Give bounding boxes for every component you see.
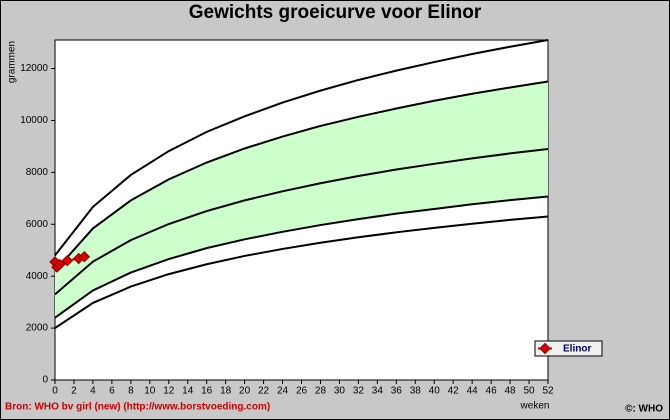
y-tick-label: 6000 [26, 219, 49, 230]
x-tick-label: 16 [201, 386, 213, 397]
y-tick-label: 2000 [26, 323, 49, 334]
y-tick-label: 8000 [26, 167, 49, 178]
x-tick-label: 26 [296, 386, 308, 397]
x-tick-label: 2 [71, 386, 77, 397]
x-tick-label: 24 [277, 386, 289, 397]
legend-box [534, 340, 603, 357]
reference-curve [54, 148, 549, 296]
x-tick-label: 6 [109, 386, 115, 397]
x-tick-label: 42 [448, 386, 460, 397]
x-tick-label: 0 [52, 386, 58, 397]
x-tick-label: 4 [90, 386, 96, 397]
x-tick-label: 30 [334, 386, 346, 397]
source: Bron: WHO bv girl (new) (http://www.bors… [5, 402, 270, 413]
point [54, 258, 66, 271]
x-tick-label: 50 [523, 386, 535, 397]
legend-label: Elinor [563, 344, 591, 355]
x-tick-label: 18 [220, 386, 232, 397]
x-tick-label: 28 [315, 386, 327, 397]
x-axis-label: weken [520, 401, 550, 412]
x-tick-label: 10 [144, 386, 156, 397]
point [61, 254, 74, 267]
reference-curve [54, 195, 549, 319]
reference-curve [54, 39, 549, 257]
x-tick-label: 46 [486, 386, 498, 397]
band [55, 81, 548, 318]
x-tick-label: 40 [429, 386, 441, 397]
chart-title: Gewichts groeicurve voor Elinor [189, 2, 482, 23]
x-tick-label: 52 [542, 386, 554, 397]
y-tick-label: 4000 [26, 271, 49, 282]
x-tick-label: 22 [258, 386, 270, 397]
x-tick-label: 34 [372, 386, 384, 397]
y-tick-label: 0 [42, 375, 48, 386]
x-tick-label: 20 [239, 386, 251, 397]
legend-marker [539, 342, 551, 355]
y-tick-label: 12000 [20, 63, 48, 74]
x-tick-label: 8 [128, 386, 134, 397]
x-tick-label: 44 [467, 386, 479, 397]
x-tick-label: 32 [353, 386, 365, 397]
reference-curve [54, 80, 549, 272]
y-tick-label: 10000 [20, 115, 48, 126]
x-tick-label: 12 [163, 386, 175, 397]
x-tick-label: 38 [410, 386, 422, 397]
copyright: ©: WHO [625, 404, 663, 415]
reference-curve [54, 215, 549, 329]
x-tick-label: 36 [391, 386, 403, 397]
x-tick-label: 14 [182, 386, 194, 397]
point [78, 251, 91, 263]
y-axis-label: grammen [7, 41, 18, 83]
x-tick-label: 48 [505, 386, 517, 397]
